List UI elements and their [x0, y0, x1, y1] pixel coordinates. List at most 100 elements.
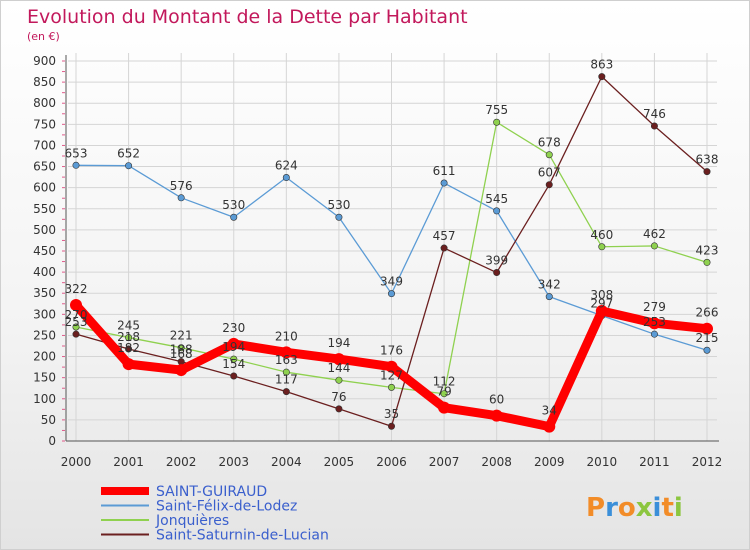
data-label-3: 638 — [696, 153, 719, 167]
x-tick-label: 2004 — [271, 455, 302, 469]
data-label-2: 221 — [170, 329, 193, 343]
x-tick-label: 2001 — [113, 455, 144, 469]
series-point-2 — [440, 390, 448, 398]
series-point-1 — [125, 162, 133, 170]
series-point-1 — [650, 330, 658, 338]
series-point-2 — [650, 242, 658, 250]
y-tick-label: 400 — [33, 265, 56, 279]
y-tick-label: 700 — [33, 138, 56, 152]
series-point-0 — [490, 409, 503, 422]
data-label-1: 653 — [65, 146, 88, 160]
series-point-2 — [335, 376, 343, 384]
data-label-1: 545 — [485, 192, 508, 206]
y-tick-label: 50 — [41, 413, 56, 427]
data-label-2: 678 — [538, 136, 561, 150]
series-point-3 — [72, 330, 80, 338]
series-point-1 — [493, 207, 501, 215]
data-label-3: 607 — [538, 166, 561, 180]
series-point-0 — [701, 322, 713, 335]
data-label-3: 863 — [590, 58, 613, 72]
proxiti-logo: Proxiti — [586, 493, 683, 523]
series-point-0 — [595, 304, 608, 317]
series-point-0 — [280, 346, 293, 359]
data-label-3: 253 — [65, 315, 88, 329]
legend-label-0: SAINT-GUIRAUD — [156, 484, 267, 500]
x-tick-label: 2002 — [166, 455, 197, 469]
legend-label-2: Jonquières — [155, 513, 229, 529]
logo-letter: i — [653, 493, 662, 523]
series-point-2 — [282, 368, 290, 376]
x-tick-label: 2007 — [429, 455, 460, 469]
y-tick-label: 450 — [33, 244, 56, 258]
y-tick-label: 550 — [33, 202, 56, 216]
data-label-1: 652 — [117, 147, 140, 161]
series-point-1 — [703, 346, 711, 354]
series-point-3 — [335, 405, 343, 413]
series-point-0 — [438, 401, 451, 414]
data-label-0: 322 — [65, 282, 88, 296]
legend-label-3: Saint-Saturnin-de-Lucian — [156, 528, 329, 544]
series-point-0 — [332, 353, 345, 366]
series-point-2 — [545, 151, 553, 159]
data-label-1: 342 — [538, 278, 561, 292]
y-tick-label: 150 — [33, 371, 56, 385]
data-label-3: 188 — [170, 343, 193, 357]
series-point-3 — [545, 181, 553, 189]
x-tick-label: 2008 — [481, 455, 512, 469]
data-label-1: 253 — [643, 315, 666, 329]
y-tick-label: 350 — [33, 286, 56, 300]
series-point-3 — [387, 422, 395, 430]
series-point-0 — [385, 360, 398, 373]
data-label-3: 117 — [275, 373, 298, 387]
data-label-2: 144 — [327, 361, 350, 375]
logo-letter: t — [661, 493, 673, 523]
series-point-0 — [70, 299, 82, 312]
x-tick-label: 2010 — [587, 455, 618, 469]
data-label-2: 423 — [696, 243, 719, 257]
y-tick-label: 650 — [33, 160, 56, 174]
y-tick-label: 850 — [33, 75, 56, 89]
data-label-1: 611 — [433, 164, 456, 178]
data-label-1: 215 — [696, 331, 719, 345]
x-tick-label: 2003 — [218, 455, 249, 469]
logo-letter: P — [586, 493, 605, 523]
chart-subtitle: (en €) — [27, 30, 60, 43]
y-tick-label: 0 — [48, 434, 56, 448]
data-label-0: 279 — [643, 300, 666, 314]
series-point-2 — [72, 323, 80, 331]
series-point-2 — [125, 334, 133, 342]
y-tick-label: 600 — [33, 181, 56, 195]
data-label-0: 194 — [327, 336, 350, 350]
series-point-1 — [230, 213, 238, 221]
series-point-2 — [177, 344, 185, 352]
data-label-2: 112 — [433, 375, 456, 389]
series-group — [70, 73, 713, 433]
series-point-1 — [282, 174, 290, 182]
series-point-1 — [177, 194, 185, 202]
logo-letter: i — [674, 493, 683, 523]
data-label-1: 297 — [590, 297, 613, 311]
data-label-3: 218 — [117, 330, 140, 344]
series-point-2 — [230, 355, 238, 363]
series-point-3 — [493, 269, 501, 277]
series-point-2 — [493, 118, 501, 126]
data-label-3: 76 — [331, 390, 346, 404]
series-point-0 — [227, 337, 240, 350]
data-label-2: 245 — [117, 319, 140, 333]
series-point-3 — [230, 372, 238, 380]
y-tick-label: 100 — [33, 392, 56, 406]
legend: SAINT-GUIRAUDSaint-Félix-de-LodezJonquiè… — [101, 484, 329, 544]
series-point-0 — [543, 420, 556, 433]
data-label-1: 530 — [222, 198, 245, 212]
data-label-2: 270 — [65, 308, 88, 322]
series-point-3 — [125, 345, 133, 353]
data-label-0: 34 — [542, 404, 557, 418]
y-tick-label: 900 — [33, 54, 56, 68]
series-point-3 — [703, 168, 711, 176]
y-tick-label: 750 — [33, 117, 56, 131]
x-tick-label: 2006 — [376, 455, 407, 469]
series-point-1 — [335, 213, 343, 221]
x-tick-label: 2012 — [692, 455, 723, 469]
